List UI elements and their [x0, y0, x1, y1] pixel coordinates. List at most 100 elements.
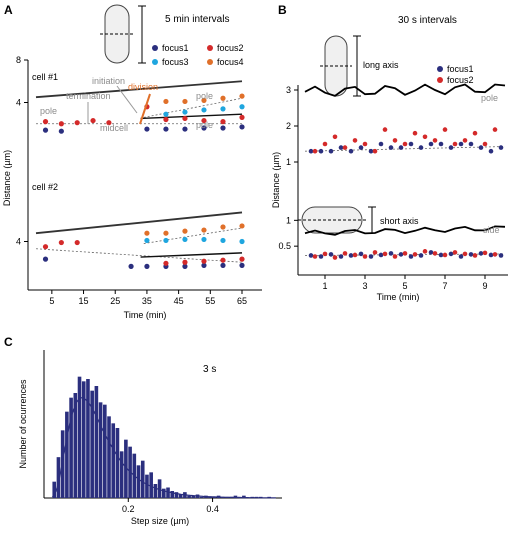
focus2-point: [239, 256, 245, 262]
initiation-arrow: [116, 85, 138, 114]
focus2-point: [201, 258, 207, 264]
x-axis-label-a: Time (min): [124, 310, 167, 320]
histogram-bar: [149, 472, 153, 498]
focus1-point: [328, 252, 334, 257]
x-tick-label: 5: [402, 281, 407, 291]
histogram-bar: [69, 397, 73, 498]
histogram-bar: [174, 492, 179, 498]
focus1-point: [348, 253, 354, 258]
histogram-bar: [178, 494, 183, 498]
focus2-point: [74, 120, 80, 126]
x-axis-label-b: Time (min): [377, 292, 420, 302]
histogram-bar: [199, 496, 204, 498]
focus1-point: [338, 145, 344, 150]
focus2-point: [432, 251, 438, 256]
short-axis-plot: 0.51: [278, 215, 506, 260]
focus1-point: [498, 253, 504, 258]
focus2-point: [220, 119, 226, 125]
focus1-point: [358, 251, 364, 257]
focus1-point: [418, 253, 424, 258]
termination-annotation: termination: [66, 91, 111, 101]
focus3-point: [239, 104, 245, 110]
focus1-point: [448, 145, 454, 150]
long-axis-plot: 1 2 3: [286, 83, 506, 167]
histogram-bar: [166, 487, 170, 498]
x-tick-label: 55: [205, 296, 215, 306]
focus2-point: [462, 251, 468, 257]
focus1-point: [458, 254, 464, 259]
focus2-point: [482, 141, 488, 147]
cell-2-plot: 4: [16, 211, 245, 269]
legend-a: focus1 focus2 focus3 focus4: [152, 43, 244, 67]
focus2-point: [312, 148, 318, 154]
focus2-point: [482, 250, 488, 256]
side-line: [304, 225, 506, 236]
x-tick-label: 35: [142, 296, 152, 306]
histogram-bar: [107, 416, 111, 498]
focus1-legend-marker: [437, 66, 443, 72]
short-axis-cell-icon: [301, 206, 363, 234]
long-axis-label: long axis: [363, 60, 399, 70]
focus2-point: [432, 138, 438, 143]
focus2-point: [352, 138, 358, 143]
panel-a: 5 min intervals focus1 focus2 focus3 focus4…: [2, 4, 262, 320]
midcell-dashed-line: [35, 248, 243, 263]
focus3-point: [201, 107, 207, 113]
panel-letter-b: B: [278, 3, 287, 17]
y-tick-label: 4: [16, 237, 21, 247]
pole-annotation-1: pole: [40, 106, 57, 116]
panel-b-title: 30 s intervals: [398, 15, 457, 26]
focus1-point: [338, 254, 344, 259]
focus4-point: [144, 230, 150, 236]
focus1-point: [348, 148, 354, 154]
focus1-point: [220, 125, 226, 131]
focus2-point: [382, 127, 388, 132]
short-axis-label: short axis: [380, 216, 419, 226]
histogram-bar: [52, 481, 57, 498]
focus2-point: [163, 260, 169, 266]
x-tick-label: 1: [322, 281, 327, 291]
focus1-point: [308, 148, 314, 154]
trend-dashed-line: [304, 146, 506, 152]
focus2-point: [239, 114, 245, 120]
panel-c-title: 3 s: [203, 364, 216, 375]
histogram-bar: [56, 457, 61, 498]
histogram-bar: [208, 496, 212, 498]
focus1-point: [418, 145, 424, 150]
focus3-point: [220, 106, 226, 112]
histogram-bar: [73, 393, 78, 498]
focus2-point: [352, 252, 358, 258]
y-tick-label: 0.5: [278, 241, 291, 251]
histogram-bar: [94, 386, 99, 498]
histogram-bar: [103, 404, 107, 498]
focus2-point: [372, 250, 378, 255]
focus4-point: [220, 95, 226, 101]
focus1-point: [163, 126, 169, 132]
cell-2-label: cell #2: [32, 182, 58, 192]
focus1-point: [308, 253, 314, 258]
x-tick-label: 25: [110, 296, 120, 306]
focus2-point: [422, 249, 428, 254]
pole-line: [304, 83, 506, 97]
focus1-point: [182, 263, 188, 269]
focus2-legend-label: focus2: [447, 75, 474, 85]
focus2-point: [402, 141, 408, 147]
daughter-dashed-line: [143, 97, 243, 118]
focus1-legend-label: focus1: [447, 64, 474, 74]
focus3-point: [201, 236, 207, 243]
focus2-point: [452, 141, 458, 147]
focus1-point: [378, 141, 384, 147]
focus3-point: [144, 237, 150, 244]
focus3-legend-label: focus3: [162, 57, 189, 67]
x-tick-label: 7: [442, 281, 447, 291]
histogram-bar: [170, 491, 175, 498]
focus1-point: [488, 252, 494, 258]
focus1-point: [201, 125, 207, 131]
histogram-bar: [98, 402, 103, 498]
pole-annotation-2: pole: [196, 91, 213, 101]
histogram-bar: [153, 484, 158, 498]
focus1-point: [398, 145, 404, 150]
x-tick-label: 45: [174, 296, 184, 306]
focus1-point: [398, 252, 404, 257]
